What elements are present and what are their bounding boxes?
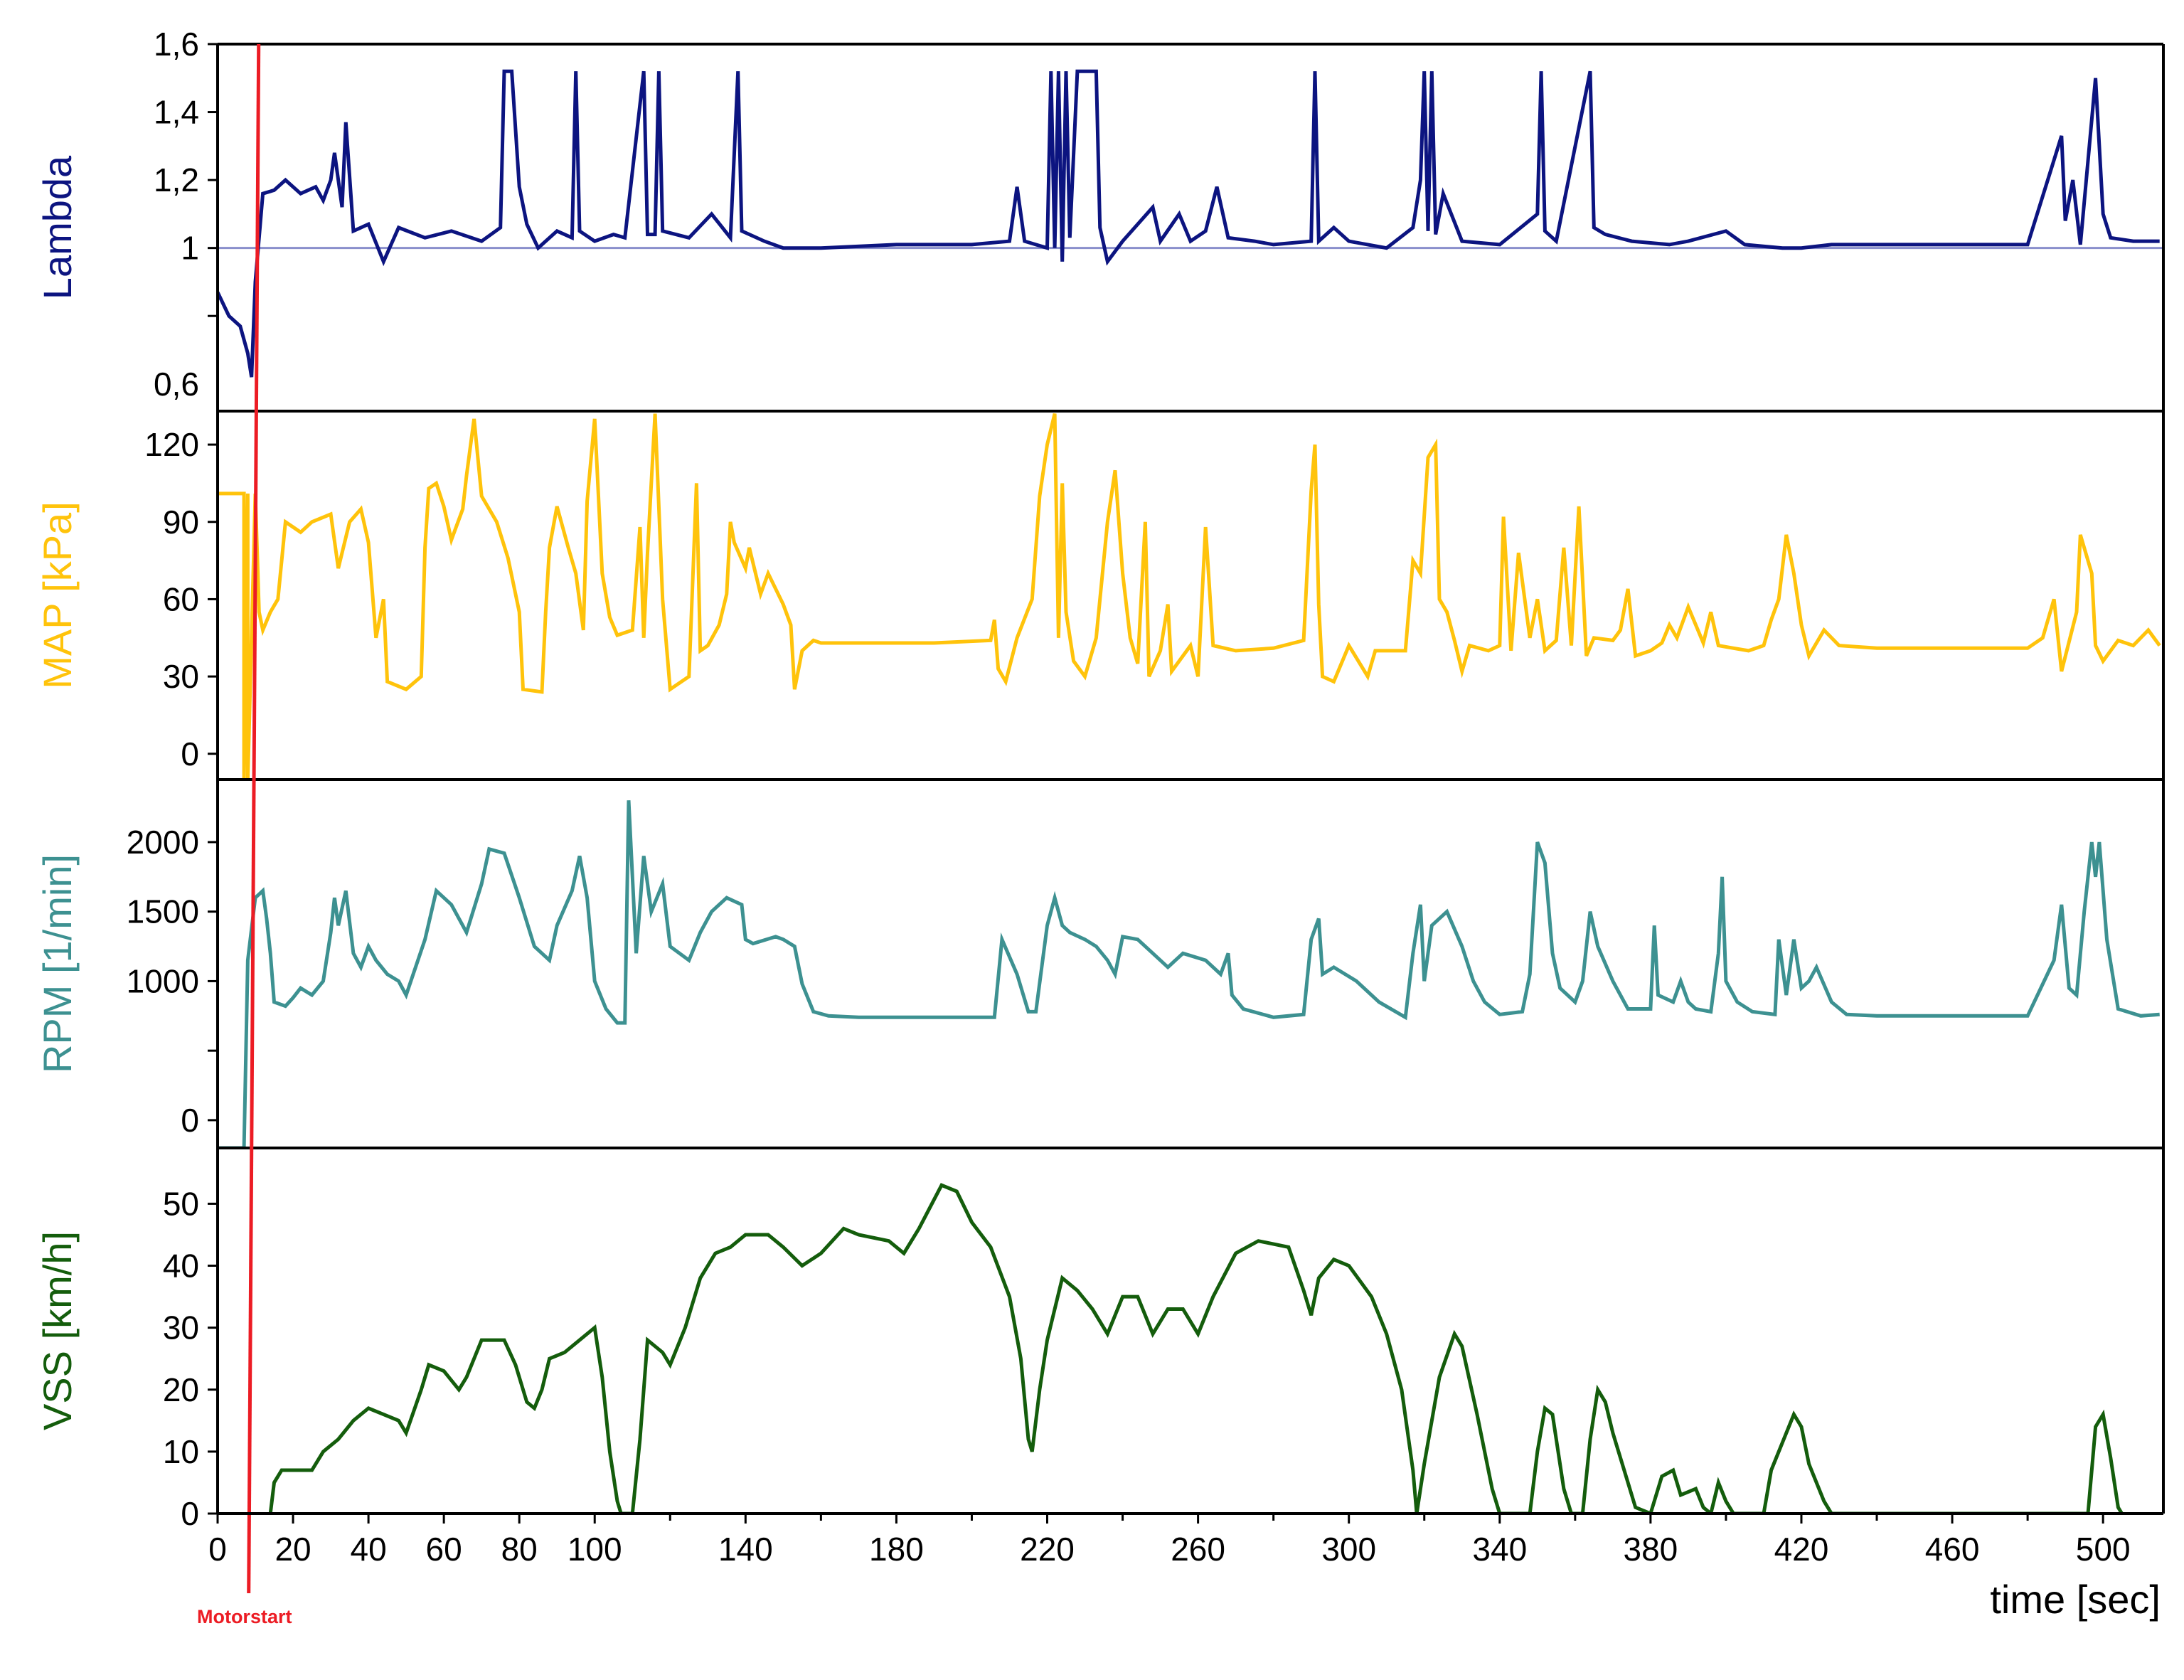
x-tick-label: 100 [568,1531,622,1568]
y-tick-label-lambda: 1,4 [154,94,199,131]
series-line-lambda [218,69,2160,378]
x-tick-label: 40 [351,1531,387,1568]
y-tick-label-vss: 30 [163,1309,199,1346]
panel-map: 0 30 60 90 120 MAP [kPa] [35,410,2165,780]
x-axis-title: time [sec] [1990,1577,2161,1622]
annotation-layer: Motorstart [197,43,292,1627]
motorstart-marker-line [247,43,261,1594]
x-tick-label: 380 [1624,1531,1678,1568]
x-tick-label: 500 [2076,1531,2131,1568]
panel-rpm: 0 1000 1500 2000 RPM [1/min] [35,778,2165,1148]
x-tick-label: 340 [1472,1531,1527,1568]
y-tick-label-map: 90 [163,504,199,541]
x-tick-label: 140 [718,1531,773,1568]
x-tick-label: 180 [869,1531,924,1568]
y-tick-label-vss: 40 [163,1248,199,1285]
y-axis-title-lambda: Lambda [35,155,80,299]
y-tick-label-vss: 0 [181,1495,199,1532]
y-tick-label-vss: 50 [163,1185,199,1222]
x-tick-label: 220 [1020,1531,1075,1568]
y-tick-label-map: 30 [163,658,199,695]
x-tick-label: 420 [1774,1531,1829,1568]
motorstart-label: Motorstart [197,1606,292,1627]
y-tick-label-rpm: 1000 [127,962,199,999]
x-tick-label: 60 [426,1531,462,1568]
y-tick-label-vss: 10 [163,1433,199,1470]
y-tick-label-rpm: 1500 [127,893,199,930]
y-tick-label-map: 60 [163,580,199,617]
y-axis-title-vss: VSS [km/h] [35,1231,80,1430]
y-tick-label-lambda: 1,6 [154,26,199,63]
x-tick-label: 0 [208,1531,227,1568]
y-axis-title-map: MAP [kPa] [35,501,80,689]
x-tick-label: 20 [275,1531,311,1568]
panel-vss: 0 10 20 30 40 50 VSS [km/h] [35,1147,2165,1532]
x-tick-label: 80 [501,1531,538,1568]
y-tick-label-map: 0 [181,735,199,772]
y-axis-title-rpm: RPM [1/min] [35,854,80,1073]
x-tick-label: 460 [1925,1531,1980,1568]
series-line-vss [268,1183,2124,1514]
x-tick-label: 300 [1321,1531,1376,1568]
x-axis: 0 20 40 60 80 100 140 180 220 260 300 340 380 420 460 5… [208,1512,2163,1622]
x-tick-label: 260 [1171,1531,1225,1568]
y-tick-label-map: 120 [144,426,199,463]
panels-layer: 1 1,2 1,4 1,6 0,6 Lambda 0 30 60 90 120 MAP [kPa] 0 1… [35,26,2165,1532]
y-tick-label-rpm: 2000 [127,824,199,861]
y-tick-label-vss: 20 [163,1371,199,1408]
y-tick-label-lambda: 1 [181,230,199,267]
y-tick-label-rpm: 0 [181,1102,199,1139]
series-line-rpm [218,800,2160,1148]
y-tick-label-lambda: 1,2 [154,161,199,198]
y-extra-label-lambda: 0,6 [154,366,199,403]
series-line-map [218,413,2161,780]
panel-lambda: 1 1,2 1,4 1,6 0,6 Lambda [35,26,2165,411]
